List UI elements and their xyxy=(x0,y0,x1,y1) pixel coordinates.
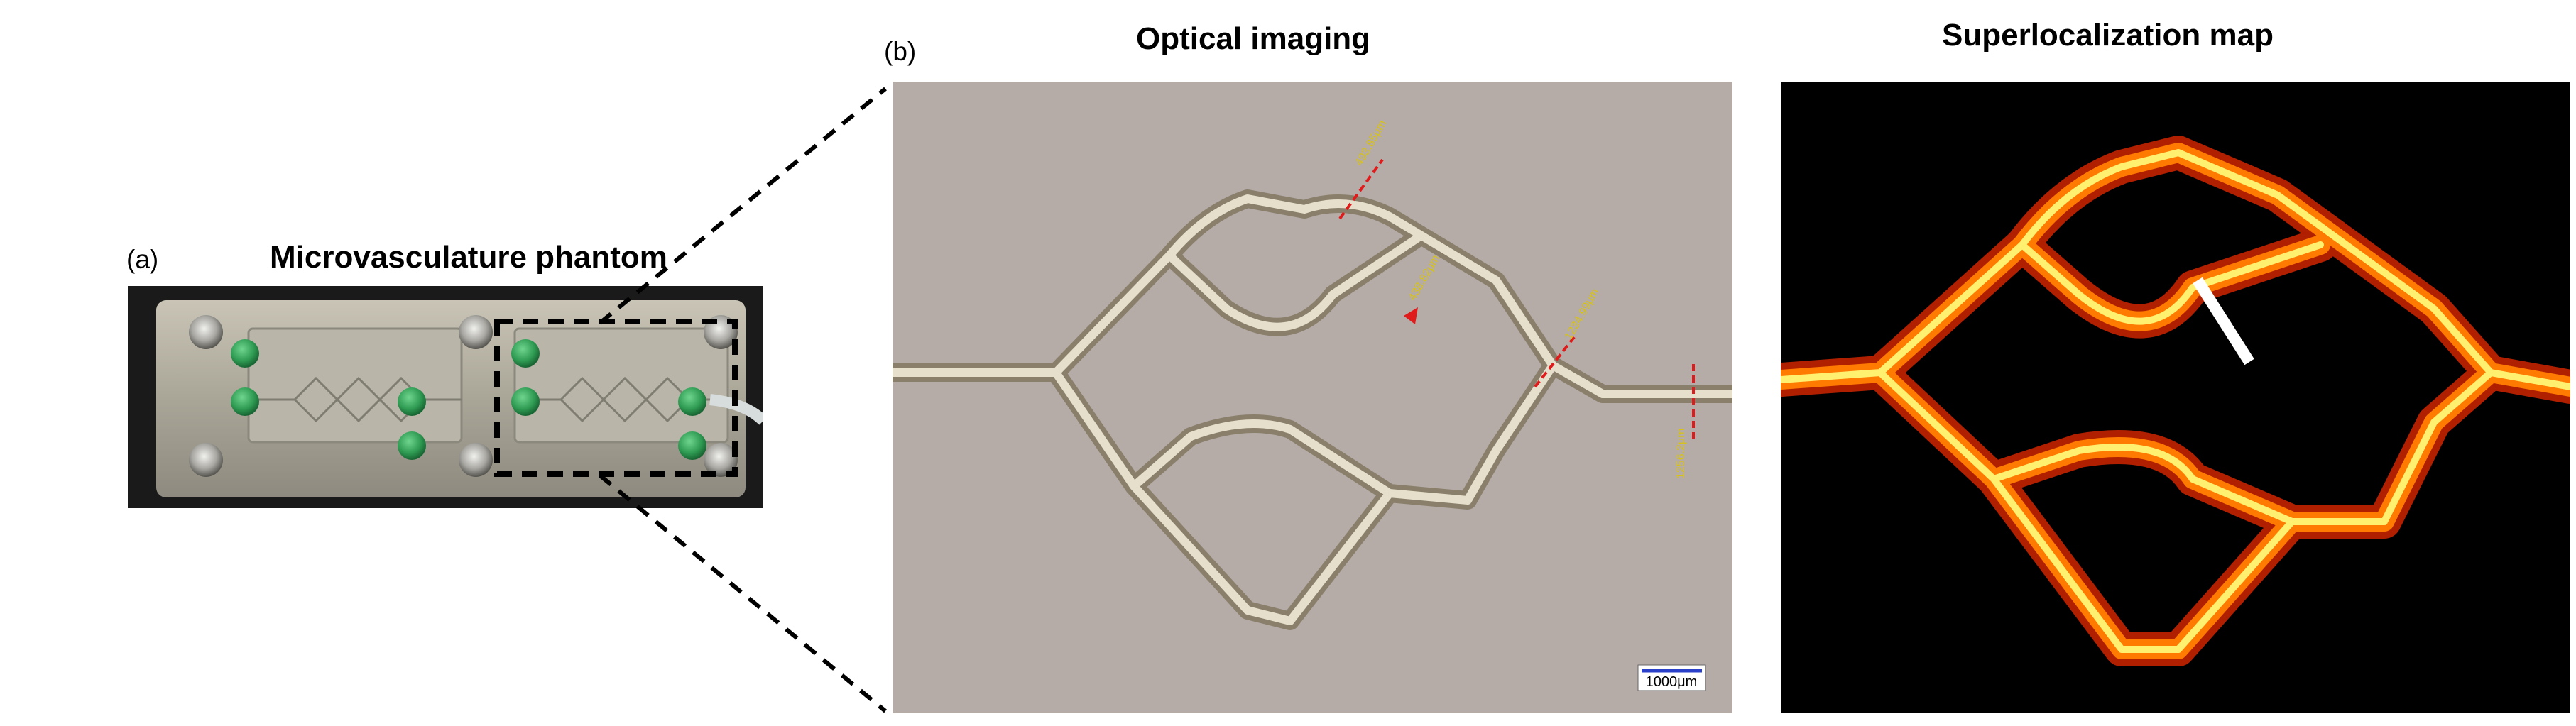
superlocalization-map xyxy=(1781,82,2570,713)
superlocalization-title: Superlocalization map xyxy=(1942,18,2274,53)
tubing-icon xyxy=(709,394,763,425)
phantom-photo xyxy=(128,286,763,508)
measurement-label: 1256.2μm xyxy=(1675,429,1687,479)
optical-image: 493.85μm 438.82μm 1234.99μm 1256.2μm 100… xyxy=(893,82,1732,713)
panel-a-title: Microvasculature phantom xyxy=(270,240,667,275)
measurement-annotations xyxy=(1338,158,1695,444)
panel-b-label: (b) xyxy=(884,37,917,66)
scale-bar-label: 1000μm xyxy=(1646,674,1698,690)
panel-a-label: (a) xyxy=(126,245,159,274)
inlet-port-icon xyxy=(231,339,706,460)
zoom-selection-box xyxy=(494,319,738,477)
profile-line-marker xyxy=(2193,277,2254,365)
optical-imaging-title: Optical imaging xyxy=(1136,21,1371,56)
